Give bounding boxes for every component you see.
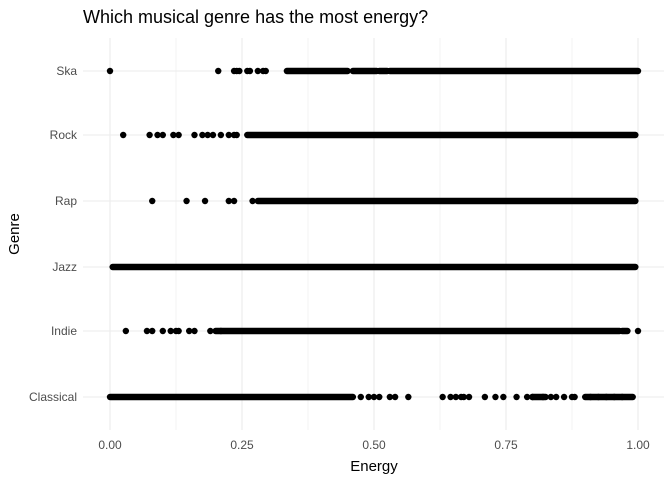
chart-title: Which musical genre has the most energy? [83,7,428,27]
data-point-classical [357,393,364,401]
data-point-indie [122,327,130,335]
data-point-ska [262,67,269,75]
data-point-indie [149,327,156,335]
data-point-ska [236,67,243,75]
data-point-indie [207,327,214,335]
x-tick-label: 0.00 [98,438,122,452]
y-tick-label: Rock [50,128,78,142]
data-point-rap [183,197,190,205]
data-point-rap [230,197,238,205]
data-point-ska [215,67,222,75]
data-point-classical [481,393,489,401]
data-point-classical [523,393,531,401]
data-point-classical [460,393,467,401]
data-point-rap [201,197,209,205]
data-point-classical [447,393,454,401]
data-point-classical [465,393,473,401]
data-point-rock [146,131,153,139]
y-tick-label: Indie [51,324,77,338]
data-point-ska [246,67,254,75]
data-point-rock [199,131,206,139]
data-point-rock [159,131,166,139]
data-point-rock [217,131,225,139]
data-point-rock [175,131,182,139]
y-tick-labels: Classical Indie Jazz Rap Rock Ska [29,64,78,404]
y-tick-label: Rap [55,194,77,208]
data-point-ska [106,67,114,75]
grid [83,38,664,430]
data-point-rap [249,197,256,205]
data-point-classical [552,393,560,401]
x-axis-title: Energy [350,458,398,475]
data-point-rock [154,131,161,139]
data-point-classical [365,393,372,401]
x-tick-label: 1.00 [626,438,650,452]
data-point-rock [209,131,217,139]
data-point-classical [603,393,610,401]
data-point-classical [500,393,507,401]
x-tick-label: 0.25 [230,438,254,452]
data-point-ska [254,67,262,75]
data-point-rock [120,131,127,139]
data-point-classical [405,393,412,401]
data-point-indie [186,327,193,335]
data-point-classical [560,393,568,401]
x-tick-label: 0.50 [362,438,386,452]
data-point-rock [233,131,240,139]
data-point-rock [191,131,198,139]
data-point-rap [149,197,156,205]
data-point-indie [191,327,198,335]
y-axis-title: Genre [6,213,23,255]
data-point-classical [547,393,555,401]
data-point-classical [587,393,594,401]
data-point-classical [452,393,460,401]
data-point-classical [595,393,602,401]
data-point-classical [492,393,499,401]
data-point-classical [370,393,378,401]
data-point-rap [225,197,232,205]
data-point-rock [170,131,177,139]
data-point-classical [618,393,626,401]
data-point-rock [225,131,232,139]
data-point-classical [611,393,618,401]
data-point-classical [439,393,446,401]
data-point-classical [571,393,578,401]
data-point-indie [175,327,182,335]
data-point-classical [386,393,394,401]
data-point-classical [376,393,383,401]
data-point-classical [391,393,399,401]
data-point-indie [217,327,225,335]
data-point-indie [159,327,166,335]
data-point-classical [529,393,536,401]
y-tick-label: Classical [29,390,77,404]
data-point-rock [204,131,211,139]
data-point-classical [513,393,520,401]
y-tick-label: Jazz [52,260,77,274]
x-tick-label: 0.75 [494,438,518,452]
data-point-indie [143,327,151,335]
data-points [106,67,642,401]
data-point-indie [634,327,642,335]
x-tick-labels: 0.00 0.25 0.50 0.75 1.00 [98,438,650,452]
data-point-indie [167,327,174,335]
y-tick-label: Ska [56,64,77,78]
data-point-classical [539,393,547,401]
